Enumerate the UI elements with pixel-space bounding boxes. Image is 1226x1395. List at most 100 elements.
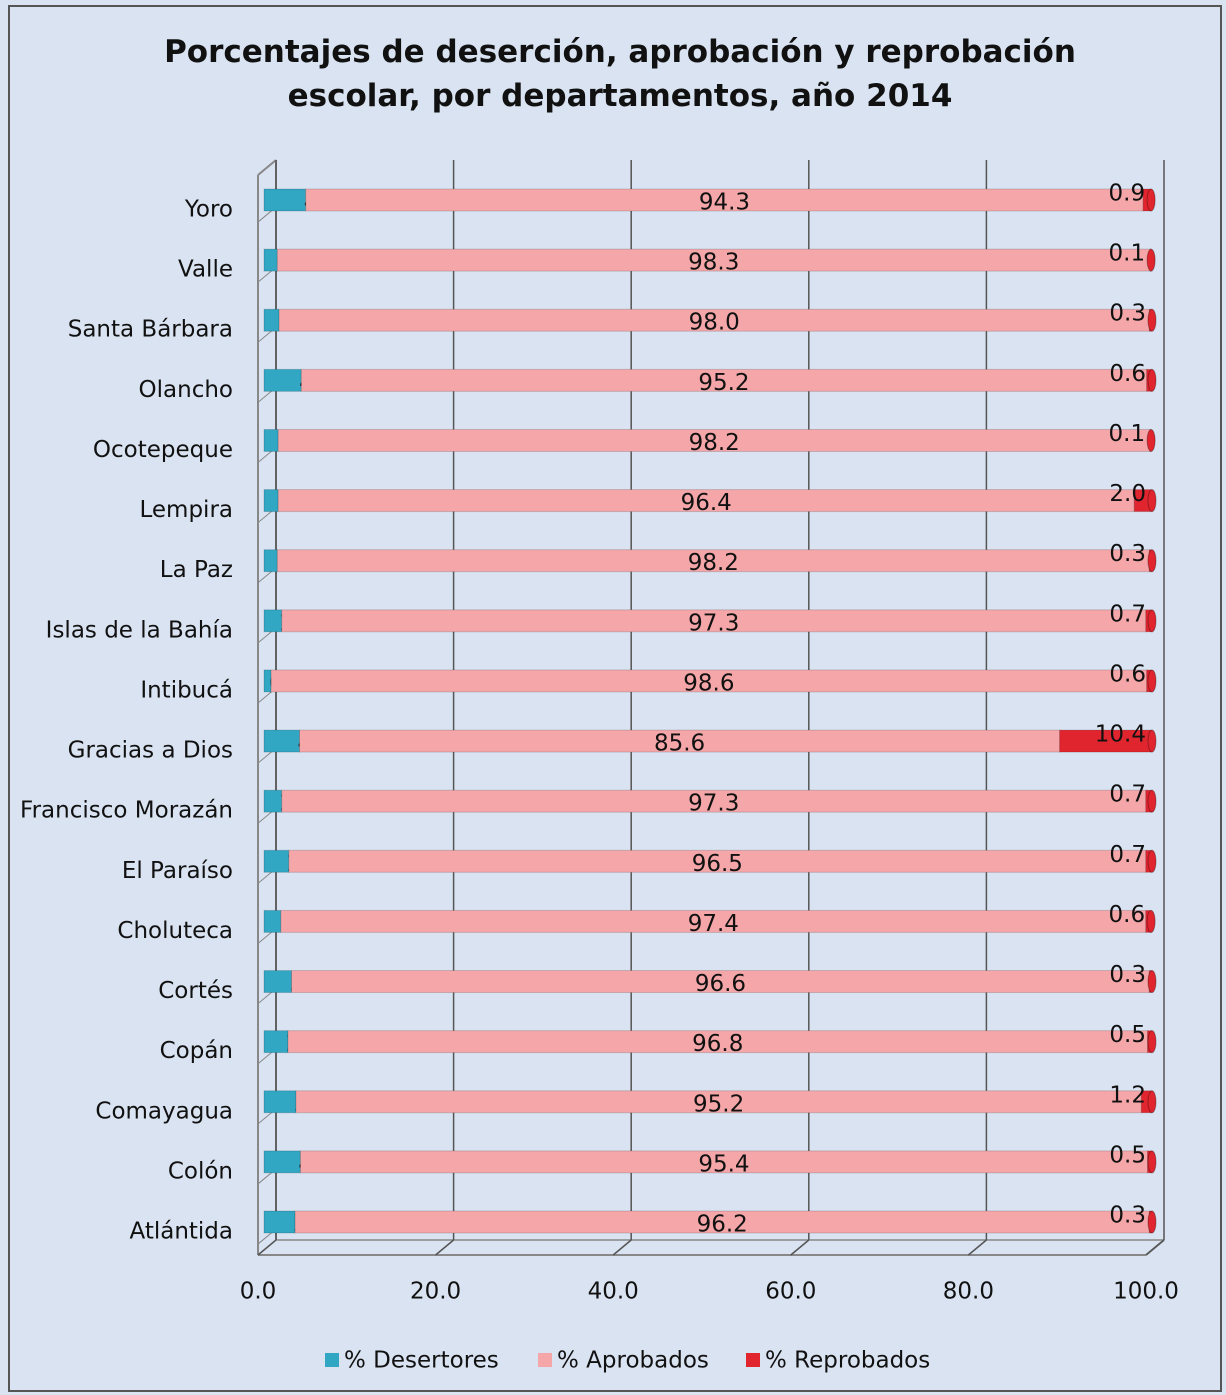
bar-cap — [1146, 428, 1156, 452]
y-tick-label: Olancho — [139, 377, 233, 403]
chart-title: Porcentajes de deserción, aprobación y r… — [164, 34, 1076, 114]
y-tick-label: Colón — [168, 1158, 233, 1184]
bar-cap — [1147, 1210, 1157, 1234]
data-label: 0.1 — [1109, 421, 1146, 447]
data-label: 0.3 — [1109, 301, 1146, 327]
bar-cap — [1147, 669, 1157, 693]
bar-segment — [281, 609, 1147, 633]
bar-segment — [263, 849, 290, 873]
grid-floor — [257, 1239, 277, 1256]
grid-floor — [1145, 1239, 1165, 1256]
data-label: 96.4 — [681, 490, 732, 516]
grid-floor — [967, 1239, 987, 1256]
data-label: 0.1 — [1109, 241, 1146, 267]
bar-segment — [280, 909, 1147, 933]
data-label: 0.7 — [1109, 842, 1146, 868]
data-label: 0.9 — [1109, 181, 1146, 207]
y-tick-label: Atlántida — [129, 1219, 233, 1245]
bar-segment — [263, 1030, 289, 1054]
y-tick-label: Cortés — [158, 978, 233, 1004]
data-label: 96.6 — [695, 971, 746, 997]
bar-cap — [1146, 909, 1156, 933]
y-tick-label: Choluteca — [117, 918, 233, 944]
bar-cap — [1147, 308, 1157, 332]
data-label: 96.5 — [692, 851, 743, 877]
x-tick-label: 80.0 — [943, 1279, 994, 1305]
grid-floor — [435, 1239, 455, 1256]
y-tick-label: Santa Bárbara — [68, 317, 233, 343]
bar-cap — [1147, 1030, 1157, 1054]
y-tick-label: Valle — [178, 257, 233, 283]
data-label: 96.2 — [697, 1212, 748, 1238]
legend-label: % Reprobados — [765, 1348, 930, 1374]
bar-segment — [263, 729, 301, 753]
y-tick-label: Gracias a Dios — [68, 738, 233, 764]
bar-cap — [1147, 368, 1157, 392]
x-tick-label: 20.0 — [410, 1279, 461, 1305]
data-label: 0.3 — [1109, 1203, 1146, 1229]
y-tick-label: Francisco Morazán — [20, 798, 233, 824]
x-tick-label: 100.0 — [1113, 1279, 1179, 1305]
bar-cap — [1147, 489, 1157, 513]
data-label: 85.6 — [654, 731, 705, 757]
legend-swatch — [746, 1353, 760, 1367]
legend-swatch — [325, 1353, 339, 1367]
data-label: 98.3 — [688, 250, 739, 276]
bar-cap — [1147, 789, 1157, 813]
bar-segment — [263, 188, 307, 212]
bar-segment — [263, 1090, 297, 1114]
data-label: 0.5 — [1109, 1142, 1146, 1168]
bar-cap — [1147, 1150, 1157, 1174]
bar-segment — [263, 368, 302, 392]
y-tick-label: Intibucá — [140, 677, 233, 703]
bar-cap — [1147, 609, 1157, 633]
data-label: 96.8 — [692, 1031, 743, 1057]
y-tick-label: Islas de la Bahía — [46, 617, 233, 643]
bar-cap — [1147, 729, 1157, 753]
data-label: 0.5 — [1109, 1022, 1146, 1048]
bar-segment — [263, 1210, 296, 1234]
data-label: 0.7 — [1109, 782, 1146, 808]
data-label: 0.6 — [1109, 661, 1146, 687]
data-label: 0.3 — [1109, 541, 1146, 567]
bar-segment — [288, 849, 1147, 873]
bar-cap — [1146, 248, 1156, 272]
data-label: 0.3 — [1109, 962, 1146, 988]
x-tick-label: 40.0 — [588, 1279, 639, 1305]
data-label: 0.6 — [1109, 361, 1146, 387]
y-tick-label: Yoro — [184, 197, 233, 223]
y-tick-label: Comayagua — [95, 1098, 233, 1124]
bar-segment — [263, 1150, 301, 1174]
data-label: 95.4 — [698, 1151, 749, 1177]
data-label: 97.3 — [688, 610, 739, 636]
data-label: 0.6 — [1109, 902, 1146, 928]
bar-segment — [281, 789, 1147, 813]
data-label: 98.2 — [689, 430, 740, 456]
data-label: 2.0 — [1109, 481, 1146, 507]
data-label: 97.4 — [688, 911, 739, 937]
y-tick-label: La Paz — [160, 557, 233, 583]
bar-cap — [1147, 849, 1157, 873]
data-label: 98.0 — [689, 310, 740, 336]
bar-cap — [1147, 970, 1157, 994]
data-label: 94.3 — [699, 190, 750, 216]
data-label: 97.3 — [688, 791, 739, 817]
grid-floor — [612, 1239, 632, 1256]
bar-cap — [1146, 188, 1156, 212]
frame — [8, 5, 1222, 1392]
data-label: 98.2 — [688, 550, 739, 576]
legend-label: % Desertores — [344, 1348, 499, 1374]
data-label: 10.4 — [1095, 722, 1146, 748]
bar-segment — [299, 1150, 1149, 1174]
axis-wall — [257, 159, 277, 176]
y-tick-label: Lempira — [139, 497, 233, 523]
data-label: 0.7 — [1109, 601, 1146, 627]
bar-cap — [1147, 1090, 1157, 1114]
y-tick-label: El Paraíso — [122, 858, 233, 884]
data-label: 95.2 — [693, 1091, 744, 1117]
x-tick-label: 60.0 — [765, 1279, 816, 1305]
legend-swatch — [538, 1353, 552, 1367]
data-label: 98.6 — [683, 670, 734, 696]
